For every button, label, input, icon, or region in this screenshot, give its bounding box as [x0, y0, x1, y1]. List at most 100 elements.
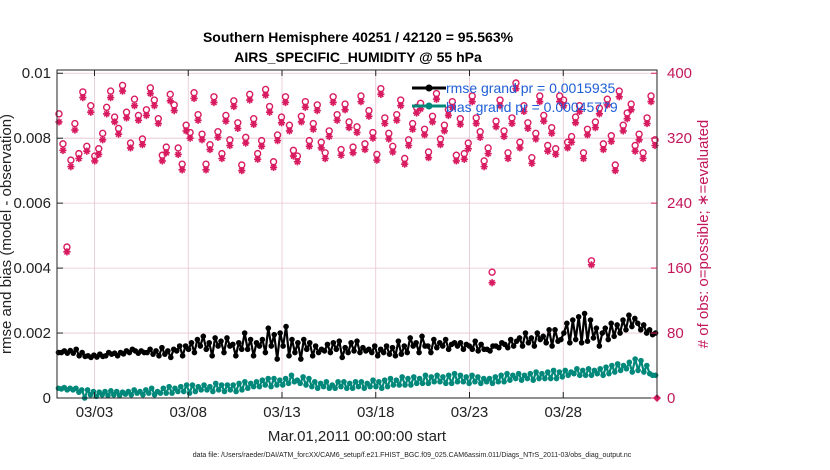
rmse-point: [572, 336, 579, 343]
bias-point: [177, 383, 184, 390]
bias-point: [611, 369, 618, 375]
bias-point: [422, 372, 429, 379]
rmse-point: [504, 344, 511, 351]
rmse-point: [262, 349, 269, 356]
evaluated-marker: [277, 119, 286, 127]
evaluated-marker: [599, 145, 607, 154]
evaluated-marker: [413, 109, 421, 117]
bias-point: [495, 378, 502, 385]
bias-point: [597, 365, 604, 372]
bias-point: [644, 362, 650, 369]
evaluated-marker: [579, 154, 588, 163]
rmse-point: [200, 333, 207, 340]
rmse-point: [439, 343, 446, 349]
bias-point: [341, 378, 347, 385]
evaluated-marker: [365, 112, 373, 120]
chart-subtitle: AIRS_SPECIFIC_HUMIDITY @ 55 hPa: [234, 49, 482, 65]
evaluated-marker: [134, 116, 143, 124]
evaluated-marker: [587, 261, 596, 269]
bias-point: [239, 387, 245, 393]
bias-point: [288, 372, 295, 379]
rmse-point: [274, 356, 280, 362]
evaluated-marker: [313, 106, 321, 115]
bias-point: [617, 367, 624, 374]
evaluated-marker: [146, 89, 154, 98]
evaluated-marker: [59, 146, 67, 154]
rmse-point: [286, 352, 292, 359]
bias-point: [501, 378, 507, 385]
bias-point: [416, 375, 423, 382]
evaluated-marker: [381, 119, 389, 128]
bias-point: [314, 385, 321, 392]
obs-count-markers: [55, 79, 661, 402]
bias-point: [320, 383, 327, 390]
evaluated-marker: [273, 137, 282, 145]
bias-point: [425, 380, 432, 387]
evaluated-marker: [500, 132, 508, 141]
rmse-point: [188, 339, 195, 346]
bias-point: [457, 372, 464, 379]
rmse-point: [528, 335, 535, 341]
evaluated-marker: [607, 137, 615, 146]
evaluated-marker: [142, 111, 151, 120]
bias-point: [303, 382, 309, 388]
bias-point: [105, 392, 111, 399]
rmse-point: [218, 338, 224, 344]
bias-point: [492, 374, 499, 380]
bias-point: [626, 359, 633, 366]
evaluated-marker: [440, 127, 449, 135]
rmse-point: [156, 352, 162, 359]
rmse-point: [620, 317, 626, 323]
evaluated-marker: [138, 141, 147, 149]
evaluated-marker: [75, 154, 83, 163]
bias-point: [140, 391, 146, 398]
rmse-point: [289, 336, 295, 343]
evaluated-marker: [544, 147, 552, 155]
evaluated-marker: [452, 157, 460, 165]
x-tick-label: 03/23: [451, 404, 489, 421]
evaluated-marker: [130, 102, 139, 110]
bias-point: [297, 380, 304, 387]
evaluated-marker: [269, 163, 278, 172]
bias-point: [527, 370, 534, 377]
evaluated-marker: [428, 118, 437, 126]
rmse-point: [333, 346, 340, 353]
rmse-point: [303, 346, 310, 353]
series-lines: [55, 310, 659, 401]
rmse-point: [516, 335, 523, 341]
bias-point: [332, 385, 338, 392]
rmse-point: [295, 339, 301, 346]
bias-point: [157, 390, 164, 396]
bias-point: [78, 387, 85, 393]
evaluated-marker: [218, 154, 226, 163]
rmse-point: [646, 327, 653, 333]
rmse-point: [153, 348, 159, 354]
rmse-point: [640, 322, 647, 328]
bias-point: [638, 357, 644, 364]
right-tick-label: 320: [667, 130, 692, 147]
rmse-point: [637, 327, 644, 333]
possible-marker: [488, 268, 496, 276]
bias-point: [448, 380, 455, 387]
evaluated-marker: [214, 133, 222, 141]
rmse-point: [525, 339, 532, 346]
bias-point: [443, 380, 449, 387]
evaluated-marker: [114, 130, 123, 138]
evaluated-marker: [202, 166, 210, 174]
bias-point: [323, 378, 330, 385]
evaluated-marker: [575, 107, 584, 116]
bias-point: [585, 365, 592, 372]
evaluated-marker: [250, 120, 258, 128]
rmse-point: [567, 339, 573, 346]
evaluated-marker: [170, 106, 178, 115]
evaluated-marker: [409, 125, 417, 133]
right-tick-label: 0: [667, 390, 675, 407]
rmse-point: [348, 339, 354, 346]
rmse-point: [176, 343, 183, 349]
bias-point: [186, 390, 193, 396]
rmse-point: [507, 336, 514, 343]
rmse-point: [510, 343, 517, 349]
rmse-point: [475, 348, 481, 354]
bias-point: [577, 372, 583, 379]
